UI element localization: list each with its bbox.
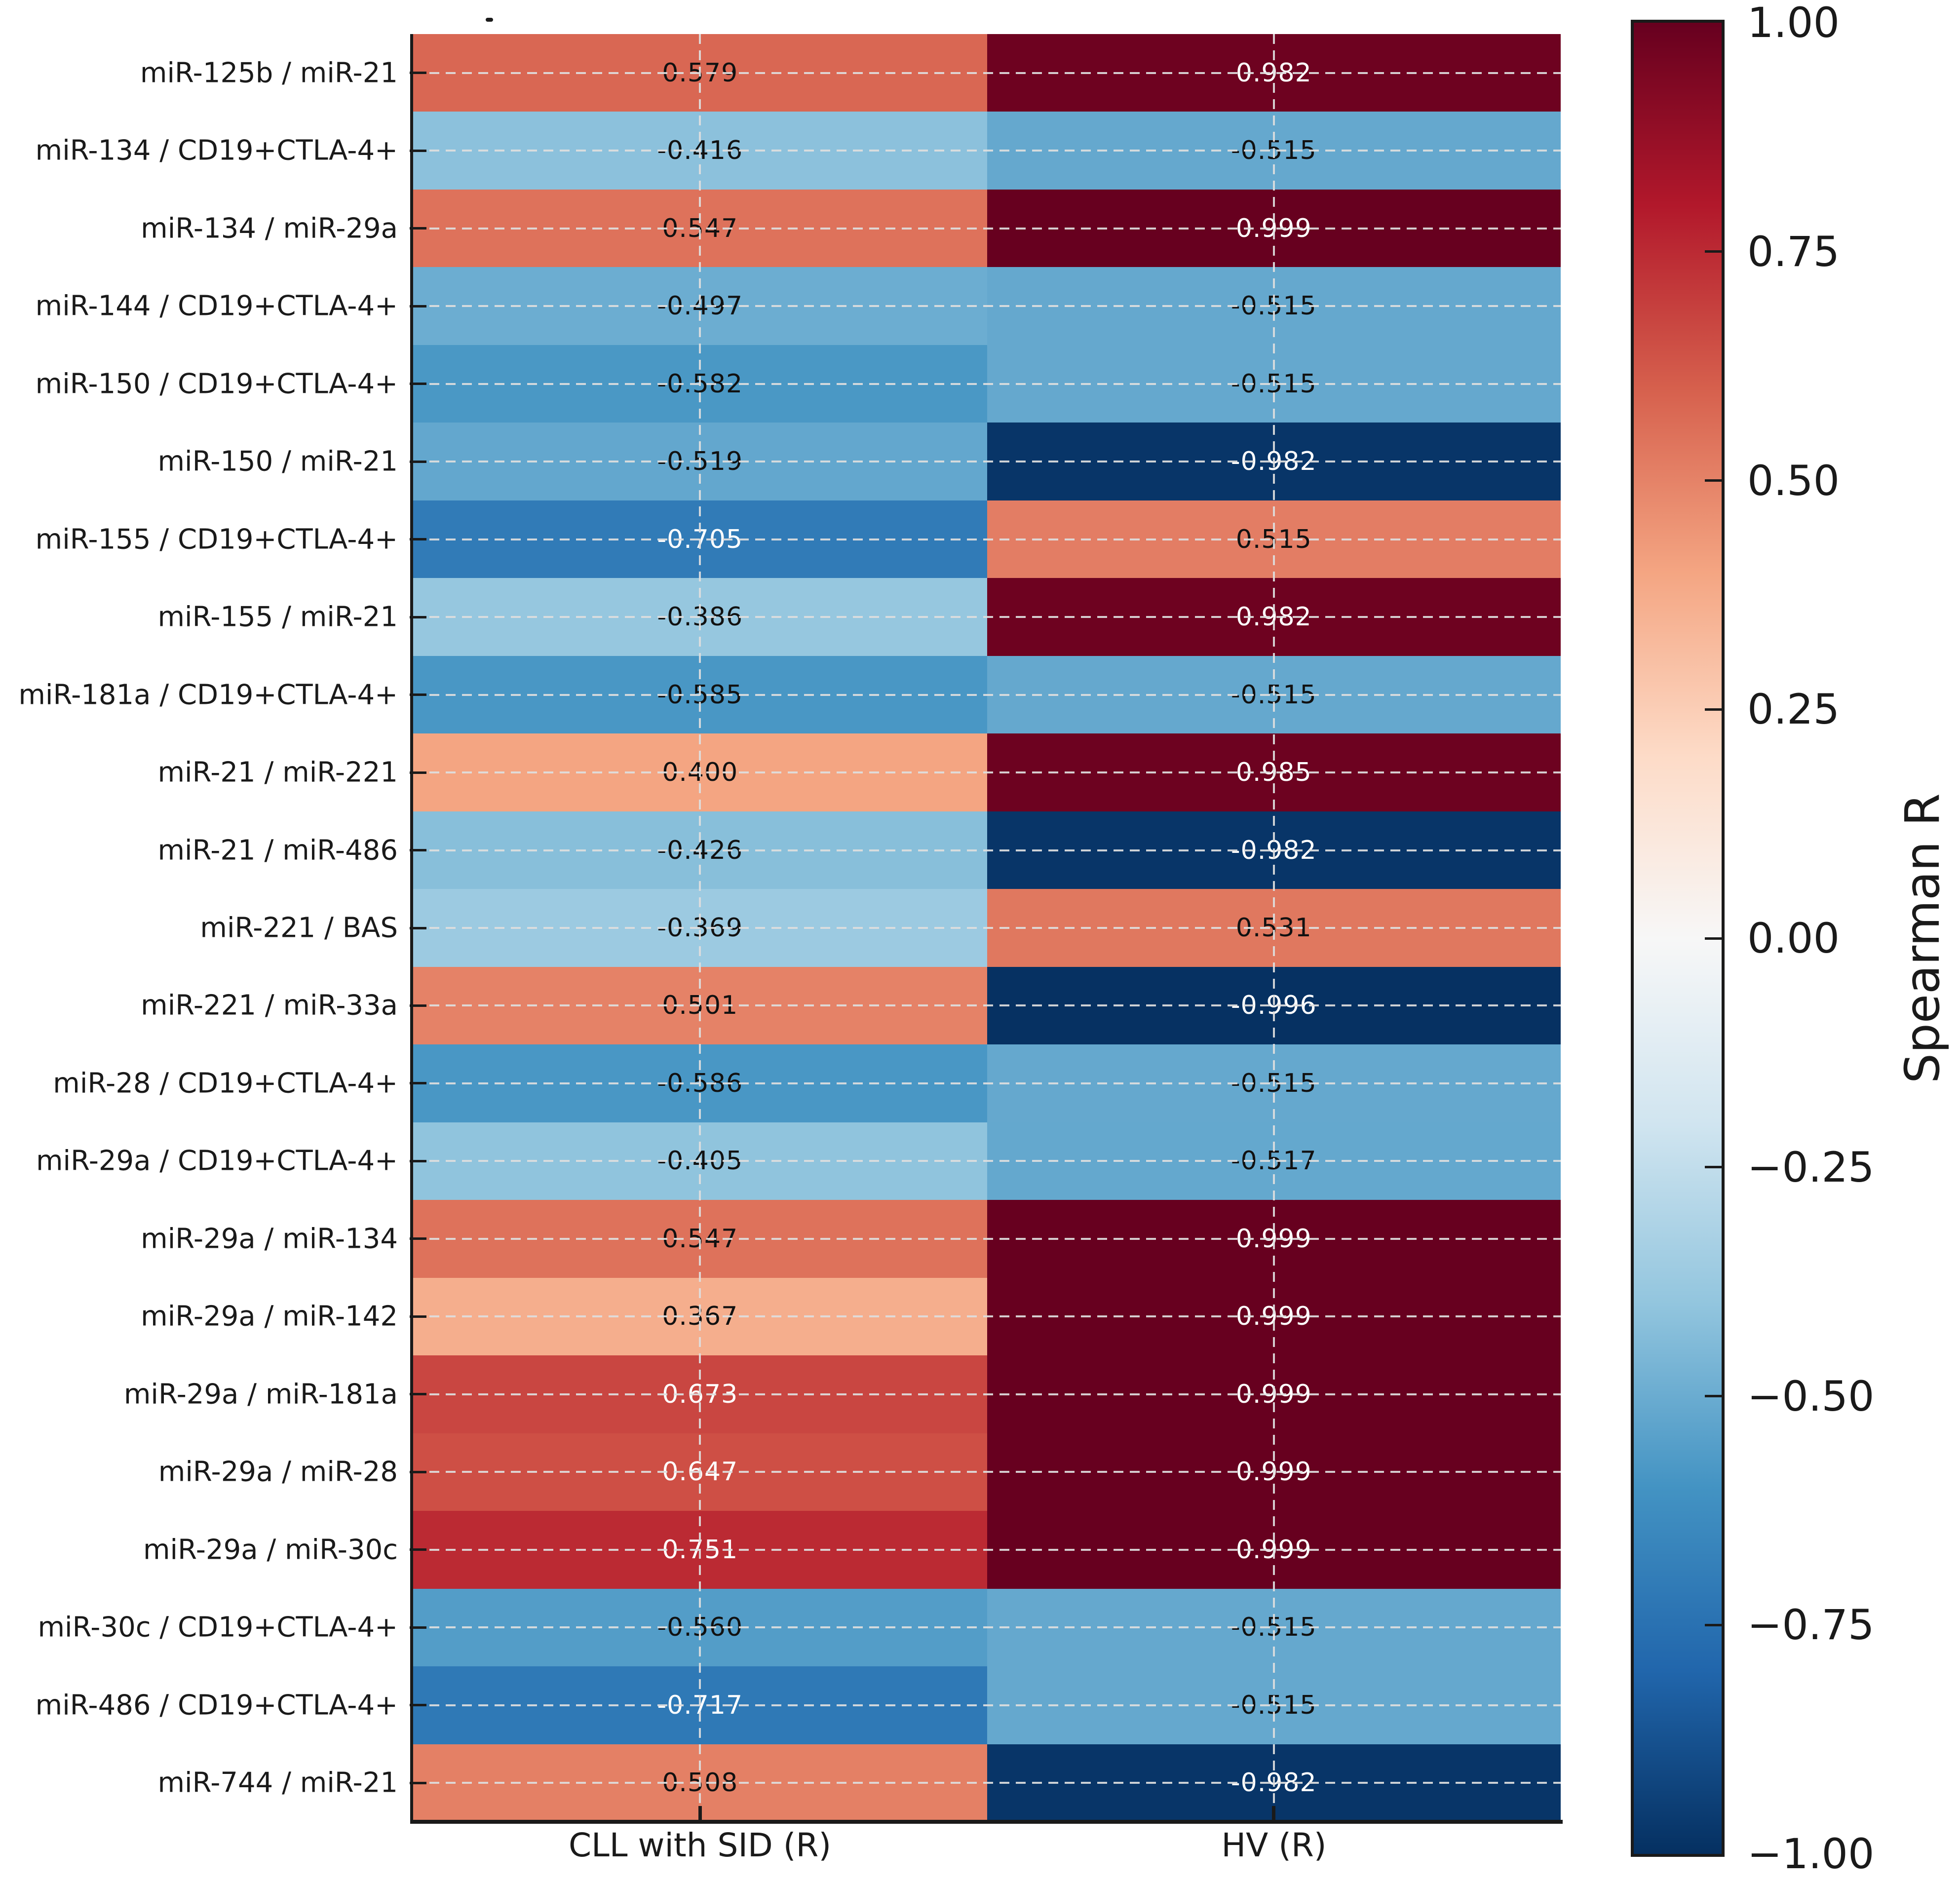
y-tick-label: miR-28 / CD19+CTLA-4+ (53, 1067, 398, 1100)
gridline-h (413, 693, 1561, 696)
y-tick-mark (410, 538, 426, 541)
heatmap-plot-area: 0.579-0.4160.547-0.497-0.582-0.519-0.705… (413, 34, 1561, 1822)
colorbar-tick-label: −0.25 (1747, 1143, 1875, 1191)
gridline-h (413, 1704, 1561, 1706)
gridline-h (413, 771, 1561, 774)
y-tick-label: miR-181a / CD19+CTLA-4+ (18, 679, 398, 711)
gridline-h (413, 383, 1561, 385)
gridline-h (413, 1004, 1561, 1007)
y-tick-label: miR-125b / miR-21 (140, 57, 398, 89)
y-tick-mark (410, 1704, 426, 1707)
colorbar-tick-label: 0.00 (1747, 914, 1840, 962)
colorbar-tick-label: 0.75 (1747, 227, 1840, 276)
y-tick-label: miR-29a / CD19+CTLA-4+ (36, 1145, 398, 1177)
y-tick-label: miR-221 / miR-33a (141, 989, 398, 1022)
y-tick-label: miR-30c / CD19+CTLA-4+ (38, 1611, 398, 1644)
y-tick-label: miR-150 / CD19+CTLA-4+ (35, 368, 398, 400)
y-axis-labels: miR-125b / miR-21 miR-134 / CD19+CTLA-4+ m… (0, 34, 398, 1822)
y-tick-mark (410, 615, 426, 618)
colorbar-tick-label: −1.00 (1747, 1830, 1875, 1878)
y-tick-mark (410, 1626, 426, 1629)
y-tick-mark (410, 849, 426, 852)
y-tick-mark (410, 926, 426, 929)
y-tick-label: miR-29a / miR-142 (141, 1300, 398, 1333)
x-axis-label-hv: HV (R) (1221, 1826, 1327, 1864)
colorbar-tick-mark (1705, 479, 1722, 482)
y-tick-mark (410, 1393, 426, 1396)
colorbar-tick-label: 0.25 (1747, 685, 1840, 734)
colorbar-tick-mark (1705, 250, 1722, 253)
x-tick-mark (698, 1806, 702, 1820)
gridline-h (413, 927, 1561, 929)
gridline-v (1272, 34, 1275, 1822)
y-tick-mark (410, 693, 426, 696)
gridline-h (413, 150, 1561, 152)
y-tick-mark (410, 1781, 426, 1784)
gridline-h (413, 1160, 1561, 1162)
stray-title-dot (486, 18, 493, 22)
gridline-h (413, 305, 1561, 307)
colorbar-axis-label-text: Spearman R (1895, 793, 1950, 1083)
gridline-h (413, 1471, 1561, 1473)
gridline-h (413, 1237, 1561, 1240)
y-tick-mark (410, 1315, 426, 1318)
gridline-h (413, 616, 1561, 618)
y-tick-label: miR-221 / BAS (200, 912, 398, 944)
gridline-v (699, 34, 701, 1822)
y-tick-label: miR-155 / miR-21 (157, 601, 398, 633)
y-tick-label: miR-29a / miR-28 (158, 1456, 398, 1488)
gridline-h (413, 1782, 1561, 1784)
y-tick-mark (410, 1548, 426, 1551)
gridline-h (413, 1082, 1561, 1084)
colorbar-tick-label: −0.75 (1747, 1601, 1875, 1650)
gridline-h (413, 1315, 1561, 1318)
y-tick-mark (410, 1082, 426, 1085)
gridline-h (413, 1548, 1561, 1551)
colorbar-tick-mark (1705, 1166, 1722, 1169)
colorbar-tick-mark (1705, 1395, 1722, 1397)
y-tick-label: miR-155 / CD19+CTLA-4+ (35, 523, 398, 556)
y-tick-label: miR-29a / miR-181a (123, 1378, 398, 1411)
gridline-h (413, 72, 1561, 74)
y-tick-mark (410, 460, 426, 463)
x-axis-label-cll: CLL with SID (R) (568, 1826, 832, 1864)
colorbar-tick-label: −0.50 (1747, 1372, 1875, 1421)
y-tick-label: miR-29a / miR-30c (143, 1534, 398, 1566)
y-tick-label: miR-134 / miR-29a (141, 212, 398, 245)
y-tick-mark (410, 771, 426, 774)
gridline-h (413, 849, 1561, 851)
y-tick-mark (410, 227, 426, 230)
y-tick-label: miR-144 / CD19+CTLA-4+ (35, 290, 398, 322)
y-tick-label: miR-134 / CD19+CTLA-4+ (35, 134, 398, 167)
y-tick-mark (410, 305, 426, 307)
y-tick-mark (410, 383, 426, 385)
colorbar-tick-mark (1705, 708, 1722, 711)
gridline-h (413, 227, 1561, 230)
gridline-h (413, 461, 1561, 463)
y-tick-mark (410, 1237, 426, 1240)
y-tick-mark (410, 1159, 426, 1162)
gridline-h (413, 1393, 1561, 1395)
x-tick-mark (1272, 1806, 1276, 1820)
y-tick-label: miR-150 / miR-21 (157, 445, 398, 478)
y-tick-label: miR-21 / miR-486 (157, 834, 398, 867)
colorbar-axis-label: Spearman R (1883, 20, 1960, 1857)
y-tick-label: miR-29a / miR-134 (141, 1223, 398, 1255)
y-tick-mark (410, 149, 426, 152)
y-tick-label: miR-744 / miR-21 (157, 1767, 398, 1799)
y-tick-mark (410, 1470, 426, 1473)
y-tick-mark (410, 1004, 426, 1007)
colorbar-tick-mark (1705, 1623, 1722, 1626)
y-tick-label: miR-21 / miR-221 (157, 756, 398, 789)
y-tick-label: miR-486 / CD19+CTLA-4+ (35, 1689, 398, 1722)
colorbar-tick-label: 1.00 (1747, 0, 1840, 47)
y-tick-mark (410, 72, 426, 75)
gridline-h (413, 538, 1561, 540)
colorbar-tick-label: 0.50 (1747, 456, 1840, 505)
colorbar-tick-mark (1705, 937, 1722, 940)
gridline-h (413, 1626, 1561, 1629)
x-axis-spine (410, 1820, 1563, 1824)
